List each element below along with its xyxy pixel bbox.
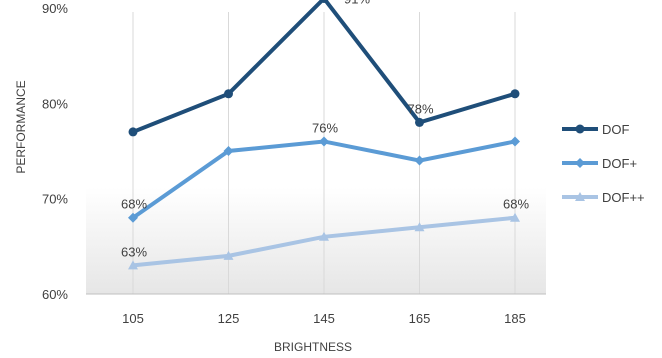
legend-label: DOF (602, 122, 630, 137)
data-point (415, 117, 424, 127)
data-label: 68% (503, 197, 529, 212)
series-dofplus (128, 136, 520, 223)
y-tick-label: 60% (42, 287, 68, 302)
data-point (319, 0, 329, 3)
legend-marker (575, 192, 585, 201)
data-label: 63% (121, 244, 147, 259)
series-lines (128, 0, 520, 270)
data-point (223, 146, 234, 156)
legend: DOF DOF+ DOF++ (562, 122, 645, 205)
x-tick-label: 145 (313, 311, 335, 326)
data-point (510, 136, 520, 147)
data-point (319, 136, 329, 147)
legend-item: DOF++ (562, 190, 645, 205)
data-label: 91% (344, 0, 370, 6)
legend-marker (575, 124, 585, 134)
data-label: 76% (312, 120, 338, 135)
data-point (128, 212, 138, 223)
x-tick-label: 125 (218, 311, 240, 326)
x-tick-label: 105 (122, 311, 144, 326)
data-label: 78% (407, 101, 433, 116)
series-line (132, 0, 516, 134)
legend-label: DOF+ (602, 156, 637, 171)
y-axis-title: PERFORMANCE (14, 80, 28, 173)
x-tick-label: 185 (504, 311, 526, 326)
data-point (510, 212, 520, 222)
legend-item: DOF (562, 122, 630, 137)
y-tick-label: 90% (42, 1, 68, 16)
data-point (319, 231, 329, 241)
data-point (223, 250, 234, 260)
y-tick-label: 80% (42, 96, 68, 111)
x-tick-labels: 105 125 145 165 185 (122, 311, 526, 326)
series-dof (128, 0, 520, 137)
data-labels: 91% 78% 68% 76% 63% 68% (121, 0, 529, 259)
data-point (510, 89, 520, 99)
data-point (414, 222, 425, 232)
data-point (414, 155, 425, 166)
y-tick-labels: 60% 70% 80% 90% (42, 1, 68, 302)
data-point (128, 127, 138, 137)
x-tick-label: 165 (409, 311, 431, 326)
data-label: 68% (121, 197, 147, 212)
legend-label: DOF++ (602, 190, 645, 205)
series-dofplusplus (128, 212, 520, 270)
data-point (128, 260, 138, 270)
legend-marker (575, 158, 585, 168)
x-axis-title: BRIGHTNESS (274, 340, 352, 354)
y-tick-label: 70% (42, 192, 68, 207)
data-point (224, 89, 233, 99)
legend-item: DOF+ (562, 156, 637, 171)
